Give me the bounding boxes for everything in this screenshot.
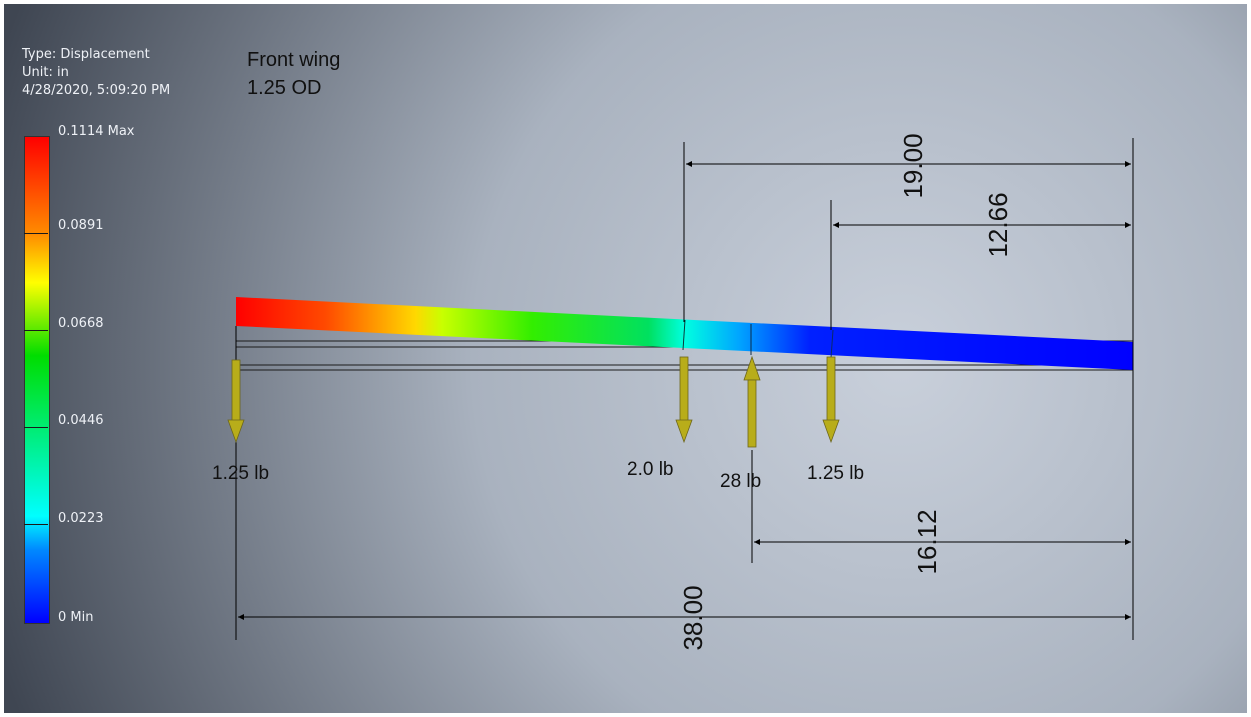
dim-19-label: 19.00 bbox=[898, 133, 928, 198]
legend-min-label: 0 Min bbox=[58, 610, 94, 625]
dim-1266-label: 12.66 bbox=[983, 192, 1013, 257]
legend-timestamp: 4/28/2020, 5:09:20 PM bbox=[22, 83, 171, 98]
load-arrows bbox=[227, 355, 840, 448]
legend-type: Type: Displacement bbox=[22, 47, 150, 62]
dim-38-label: 38.00 bbox=[678, 585, 708, 650]
legend-unit: Unit: in bbox=[22, 65, 69, 80]
legend-tick-label: 0.0891 bbox=[58, 218, 104, 233]
load-label: 1.25 lb bbox=[807, 463, 864, 484]
load-arrow-down-icon bbox=[227, 359, 245, 444]
legend-tick-label: 0.0223 bbox=[58, 511, 104, 526]
legend-tick-label: 0.0446 bbox=[58, 413, 104, 428]
legend-tick bbox=[24, 330, 48, 331]
model-subtitle: 1.25 OD bbox=[247, 77, 322, 99]
color-legend-bar bbox=[24, 136, 50, 624]
load-arrow-down-icon bbox=[822, 356, 840, 444]
legend-tick bbox=[24, 427, 48, 428]
model-title: Front wing bbox=[247, 49, 341, 71]
legend-tick-label: 0.0668 bbox=[58, 316, 104, 331]
legend-tick bbox=[24, 524, 48, 525]
dim-1612-label: 16.12 bbox=[912, 509, 942, 574]
load-label: 1.25 lb bbox=[212, 463, 269, 484]
dimension-lines bbox=[238, 161, 1131, 620]
load-label: 2.0 lb bbox=[627, 459, 673, 480]
legend-tick bbox=[24, 233, 48, 234]
load-arrow-down-icon bbox=[675, 356, 693, 444]
legend-max-label: 0.1114 Max bbox=[58, 124, 135, 139]
load-label: 28 lb bbox=[720, 471, 761, 492]
load-arrow-up-icon bbox=[743, 355, 761, 448]
